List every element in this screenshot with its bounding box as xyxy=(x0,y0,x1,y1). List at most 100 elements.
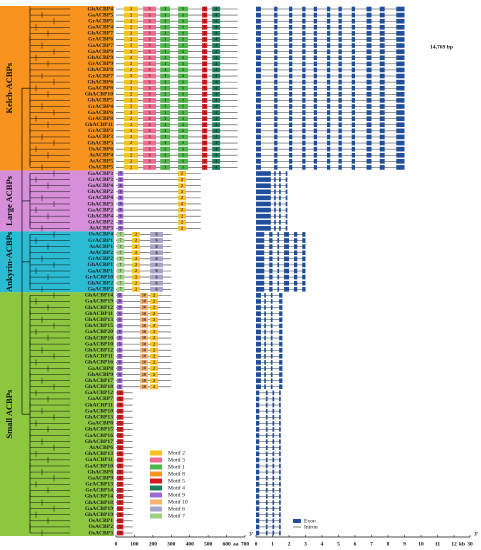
exon xyxy=(256,317,261,323)
exon xyxy=(313,128,318,134)
exon xyxy=(396,146,405,152)
motif-box xyxy=(160,61,170,67)
motif-number: 2 xyxy=(135,256,137,261)
exon xyxy=(302,152,306,158)
exon xyxy=(284,232,289,237)
exon xyxy=(302,256,306,262)
motif-box xyxy=(117,207,124,213)
exon xyxy=(379,146,385,152)
exon xyxy=(279,171,281,176)
motif-box xyxy=(123,158,139,164)
motif-box xyxy=(160,134,170,140)
motif-number: 4 xyxy=(215,79,218,84)
exon xyxy=(264,311,266,316)
motif-box xyxy=(212,43,221,48)
motif-number: 2 xyxy=(181,219,183,224)
exon xyxy=(272,524,275,530)
motif-number: 5 xyxy=(204,24,206,29)
exon xyxy=(279,177,281,182)
exon xyxy=(256,12,261,18)
exon xyxy=(379,134,385,140)
exon xyxy=(396,104,405,109)
exon xyxy=(274,12,278,18)
motif-box xyxy=(123,6,139,12)
motif-box xyxy=(116,366,123,371)
exon xyxy=(256,171,271,176)
motif-box xyxy=(212,85,221,91)
exon xyxy=(277,286,280,292)
motif-box xyxy=(143,116,156,122)
exon xyxy=(272,506,275,511)
motif-box xyxy=(116,250,125,256)
exon xyxy=(270,305,273,310)
exon xyxy=(366,128,372,134)
motif-box xyxy=(160,79,170,85)
exon xyxy=(285,226,288,231)
exon xyxy=(351,146,355,152)
gene-name: GaACBP12 xyxy=(85,390,113,396)
motif-box xyxy=(123,55,139,61)
exon xyxy=(313,104,318,109)
gene-name: GhACBP10 xyxy=(85,92,113,98)
motif-box xyxy=(202,116,208,122)
exon xyxy=(313,110,318,115)
motif-number: 5 xyxy=(204,104,206,109)
exon xyxy=(285,201,288,207)
exon xyxy=(326,12,331,18)
motif-box xyxy=(117,189,124,195)
motif-number: 9 xyxy=(120,189,122,194)
exon xyxy=(279,378,283,383)
motif-number: 5 xyxy=(119,451,121,456)
motif-box xyxy=(116,384,123,390)
motif-number: 6 xyxy=(155,268,157,273)
motif-box xyxy=(150,317,159,323)
exon xyxy=(272,414,275,420)
motif-number: 7 xyxy=(120,280,122,285)
motif-box xyxy=(160,158,170,164)
exon xyxy=(256,384,261,390)
motif-box xyxy=(150,341,159,347)
motif-number: 5 xyxy=(119,427,121,432)
motif-number: 2 xyxy=(153,311,155,316)
exon xyxy=(302,280,306,286)
gene-name: GhACBP1 xyxy=(88,262,114,268)
motif-box xyxy=(116,506,124,512)
exon xyxy=(326,110,331,115)
exon xyxy=(272,475,275,481)
gene-name: GrACBP4 xyxy=(88,104,113,110)
motif-box xyxy=(139,341,149,347)
exon xyxy=(270,293,273,298)
exon xyxy=(279,372,283,377)
exon xyxy=(274,104,278,109)
exon xyxy=(256,323,261,329)
exon xyxy=(265,518,268,524)
exon xyxy=(256,280,265,286)
gene-name: OsACBP4 xyxy=(88,232,113,238)
motif-box xyxy=(178,85,189,91)
exon xyxy=(289,24,293,30)
motif-box xyxy=(212,73,221,79)
exon xyxy=(379,152,385,158)
exon xyxy=(302,49,306,54)
exon xyxy=(351,73,355,79)
exon xyxy=(289,140,293,146)
motif-box xyxy=(150,256,163,262)
legend-swatch xyxy=(150,478,162,484)
legend-swatch xyxy=(150,471,162,477)
motif-box xyxy=(202,67,208,73)
exon xyxy=(313,140,318,146)
exon xyxy=(366,43,372,48)
motif-box xyxy=(150,311,159,317)
motif-box xyxy=(212,158,221,164)
exon xyxy=(366,24,372,30)
motif-number: 3 xyxy=(148,98,150,103)
exon xyxy=(379,122,385,128)
exon xyxy=(326,98,331,103)
exon xyxy=(256,146,261,152)
exon xyxy=(379,110,385,115)
exon xyxy=(256,439,260,444)
tick-label: 11 xyxy=(435,541,440,547)
gene-name: GhACBP18 xyxy=(85,500,113,506)
motif-number: 5 xyxy=(119,500,121,505)
exon xyxy=(289,37,293,42)
